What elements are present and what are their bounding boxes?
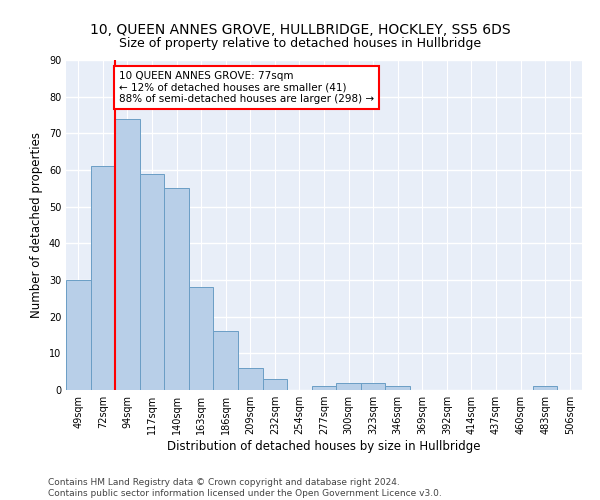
Bar [263, 379, 287, 390]
Bar [533, 386, 557, 390]
Text: Size of property relative to detached houses in Hullbridge: Size of property relative to detached ho… [119, 38, 481, 51]
Bar [238, 368, 263, 390]
Bar [312, 386, 336, 390]
Bar [164, 188, 189, 390]
Bar [66, 280, 91, 390]
Text: Contains HM Land Registry data © Crown copyright and database right 2024.
Contai: Contains HM Land Registry data © Crown c… [48, 478, 442, 498]
Bar [91, 166, 115, 390]
Bar [361, 382, 385, 390]
Y-axis label: Number of detached properties: Number of detached properties [30, 132, 43, 318]
Bar [385, 386, 410, 390]
Bar [140, 174, 164, 390]
Bar [336, 382, 361, 390]
Text: 10, QUEEN ANNES GROVE, HULLBRIDGE, HOCKLEY, SS5 6DS: 10, QUEEN ANNES GROVE, HULLBRIDGE, HOCKL… [89, 22, 511, 36]
Bar [115, 118, 140, 390]
X-axis label: Distribution of detached houses by size in Hullbridge: Distribution of detached houses by size … [167, 440, 481, 453]
Bar [189, 288, 214, 390]
Text: 10 QUEEN ANNES GROVE: 77sqm
← 12% of detached houses are smaller (41)
88% of sem: 10 QUEEN ANNES GROVE: 77sqm ← 12% of det… [119, 71, 374, 104]
Bar [214, 332, 238, 390]
